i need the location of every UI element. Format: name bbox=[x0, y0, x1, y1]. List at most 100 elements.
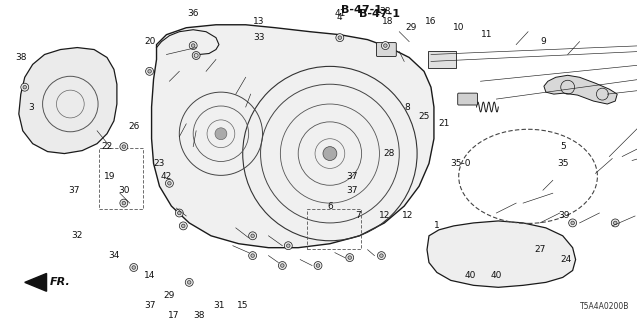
Text: 37: 37 bbox=[68, 186, 80, 195]
Text: 11: 11 bbox=[481, 30, 492, 39]
Circle shape bbox=[215, 128, 227, 140]
Circle shape bbox=[120, 143, 128, 151]
Circle shape bbox=[569, 219, 577, 227]
Text: 16: 16 bbox=[425, 17, 436, 26]
Circle shape bbox=[168, 181, 171, 185]
Circle shape bbox=[614, 221, 617, 225]
Text: 37: 37 bbox=[144, 301, 156, 310]
Text: 9: 9 bbox=[540, 37, 546, 46]
Text: 39: 39 bbox=[558, 212, 570, 220]
Circle shape bbox=[336, 34, 344, 42]
Text: 25: 25 bbox=[419, 112, 429, 121]
FancyBboxPatch shape bbox=[428, 51, 456, 68]
Text: 1: 1 bbox=[434, 221, 440, 230]
Text: 10: 10 bbox=[453, 23, 465, 32]
Text: 15: 15 bbox=[237, 301, 248, 310]
Text: 6: 6 bbox=[327, 202, 333, 211]
Text: 40: 40 bbox=[491, 271, 502, 280]
Text: 38: 38 bbox=[380, 7, 391, 16]
Circle shape bbox=[122, 145, 125, 148]
Text: B-47-1: B-47-1 bbox=[359, 9, 400, 19]
Circle shape bbox=[23, 85, 26, 89]
Circle shape bbox=[383, 44, 387, 47]
Circle shape bbox=[323, 147, 337, 161]
Text: 14: 14 bbox=[144, 271, 156, 280]
Text: 3: 3 bbox=[28, 102, 33, 111]
Circle shape bbox=[179, 222, 188, 230]
Circle shape bbox=[338, 36, 342, 39]
Text: 32: 32 bbox=[72, 231, 83, 240]
Circle shape bbox=[177, 211, 181, 215]
Circle shape bbox=[191, 44, 195, 47]
Polygon shape bbox=[544, 75, 617, 104]
Circle shape bbox=[284, 242, 292, 250]
Text: 30: 30 bbox=[118, 186, 129, 195]
Text: 37: 37 bbox=[346, 186, 358, 195]
Circle shape bbox=[287, 244, 290, 247]
Circle shape bbox=[182, 224, 185, 228]
Circle shape bbox=[175, 209, 183, 217]
Circle shape bbox=[346, 254, 354, 261]
Text: 33: 33 bbox=[253, 33, 264, 42]
FancyBboxPatch shape bbox=[376, 43, 396, 56]
Circle shape bbox=[381, 42, 389, 50]
Circle shape bbox=[571, 221, 575, 225]
Text: 20: 20 bbox=[144, 37, 156, 46]
Text: 31: 31 bbox=[213, 301, 225, 310]
Polygon shape bbox=[19, 48, 117, 154]
Circle shape bbox=[251, 254, 255, 257]
Text: 12: 12 bbox=[401, 212, 413, 220]
Text: 12: 12 bbox=[379, 212, 390, 220]
Text: 28: 28 bbox=[383, 149, 395, 158]
Circle shape bbox=[185, 278, 193, 286]
Text: 29: 29 bbox=[164, 291, 175, 300]
Text: 41: 41 bbox=[334, 9, 346, 18]
Circle shape bbox=[380, 254, 383, 257]
Circle shape bbox=[166, 179, 173, 187]
Text: 4: 4 bbox=[337, 13, 342, 22]
Text: 35: 35 bbox=[557, 159, 568, 168]
Circle shape bbox=[278, 261, 286, 269]
Text: 13: 13 bbox=[253, 17, 264, 26]
Circle shape bbox=[189, 42, 197, 50]
Polygon shape bbox=[152, 25, 434, 248]
Circle shape bbox=[249, 252, 257, 260]
Circle shape bbox=[146, 68, 154, 75]
Circle shape bbox=[192, 52, 200, 60]
Text: B-47-1: B-47-1 bbox=[341, 5, 382, 15]
Text: 24: 24 bbox=[560, 255, 572, 264]
Text: FR.: FR. bbox=[49, 277, 70, 287]
Text: 29: 29 bbox=[406, 23, 417, 32]
Text: 26: 26 bbox=[128, 122, 140, 131]
Text: 21: 21 bbox=[438, 119, 449, 128]
Text: 7: 7 bbox=[355, 212, 360, 220]
Polygon shape bbox=[25, 274, 47, 291]
Text: 38: 38 bbox=[15, 53, 26, 62]
Text: 40: 40 bbox=[465, 271, 476, 280]
Text: 38: 38 bbox=[193, 310, 205, 320]
Circle shape bbox=[148, 69, 152, 73]
Text: 17: 17 bbox=[168, 310, 179, 320]
Circle shape bbox=[120, 199, 128, 207]
Circle shape bbox=[348, 256, 351, 260]
Text: 22: 22 bbox=[101, 142, 113, 151]
Text: 19: 19 bbox=[104, 172, 116, 181]
Circle shape bbox=[316, 264, 320, 267]
Text: 42: 42 bbox=[161, 172, 172, 181]
Circle shape bbox=[611, 219, 620, 227]
FancyBboxPatch shape bbox=[458, 93, 477, 105]
Circle shape bbox=[122, 201, 125, 205]
Circle shape bbox=[251, 234, 255, 237]
Circle shape bbox=[378, 252, 385, 260]
Circle shape bbox=[130, 264, 138, 271]
Circle shape bbox=[132, 266, 136, 269]
Circle shape bbox=[280, 264, 284, 267]
Polygon shape bbox=[427, 221, 575, 287]
Text: 34: 34 bbox=[108, 251, 120, 260]
Text: 37: 37 bbox=[346, 172, 358, 181]
Circle shape bbox=[188, 281, 191, 284]
Text: 27: 27 bbox=[534, 245, 546, 254]
Circle shape bbox=[249, 232, 257, 240]
Text: 23: 23 bbox=[154, 159, 165, 168]
Circle shape bbox=[20, 83, 29, 91]
